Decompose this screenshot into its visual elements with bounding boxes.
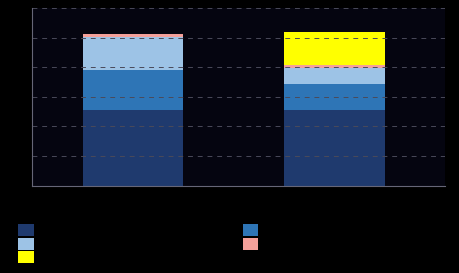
- Bar: [284, 109, 385, 186]
- Bar: [83, 34, 183, 37]
- Bar: [284, 68, 385, 84]
- Bar: [83, 109, 183, 186]
- Bar: [284, 65, 385, 68]
- Bar: [284, 32, 385, 65]
- Bar: [284, 84, 385, 109]
- Bar: [83, 37, 183, 70]
- Bar: [83, 70, 183, 109]
